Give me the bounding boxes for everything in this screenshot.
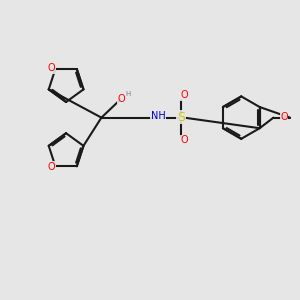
Text: O: O [280,112,288,122]
Text: O: O [117,94,125,104]
Text: NH: NH [151,111,165,122]
Text: O: O [181,90,188,100]
Text: O: O [48,162,55,172]
Text: S: S [177,110,185,124]
Text: H: H [125,91,130,97]
Text: O: O [48,63,55,74]
Text: O: O [181,135,188,145]
